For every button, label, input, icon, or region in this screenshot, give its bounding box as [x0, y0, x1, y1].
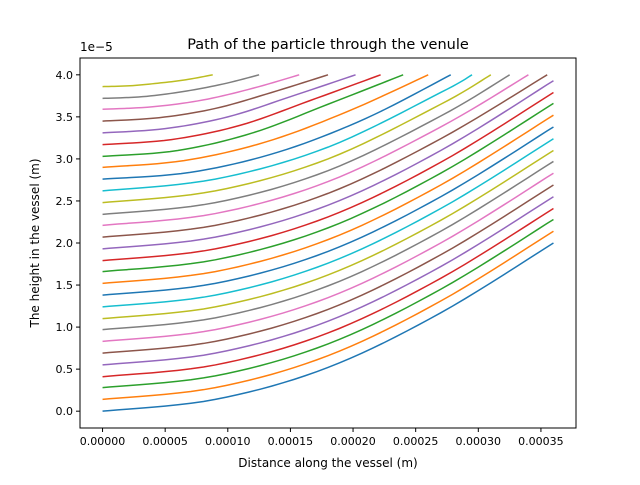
y-tick-label-6: 3.0 [56, 153, 74, 166]
series-line-1 [102, 242, 554, 412]
series-line-22 [102, 74, 429, 169]
series-line-23 [102, 74, 404, 158]
y-tick-label-0: 0.0 [56, 405, 74, 418]
y-tick-label-5: 2.5 [56, 195, 74, 208]
series-line-2 [102, 230, 554, 401]
x-tick-label-0: 0.00000 [80, 435, 126, 448]
series-line-29 [102, 74, 213, 88]
x-tick-label-6: 0.00030 [456, 435, 502, 448]
y-tick-label-7: 3.5 [56, 111, 74, 124]
series-line-24 [102, 74, 381, 146]
y-tick-label-1: 0.5 [56, 363, 74, 376]
series-line-21 [102, 74, 452, 180]
y-tick-label-2: 1.0 [56, 321, 74, 334]
y-offset-label: 1e−5 [80, 40, 113, 54]
x-tick-label-5: 0.00025 [393, 435, 439, 448]
y-tick-label-3: 1.5 [56, 279, 74, 292]
y-tick-label-4: 2.0 [56, 237, 74, 250]
series-line-15 [102, 80, 554, 250]
series-line-7 [102, 172, 554, 343]
series-line-18 [102, 74, 511, 216]
series-line-6 [102, 184, 554, 354]
x-axis-label: Distance along the vessel (m) [238, 456, 417, 470]
series-line-8 [102, 160, 554, 331]
series-line-17 [102, 74, 529, 227]
y-tick-label-8: 4.0 [56, 69, 74, 82]
series-line-4 [102, 207, 554, 378]
x-tick-label-2: 0.00010 [205, 435, 251, 448]
x-tick-label-3: 0.00015 [268, 435, 314, 448]
series-line-25 [102, 74, 356, 134]
series-line-14 [102, 91, 554, 262]
x-tick-label-7: 0.00035 [518, 435, 564, 448]
series-line-16 [102, 74, 548, 238]
series-line-9 [102, 149, 554, 320]
series-line-10 [102, 138, 554, 308]
chart-title: Path of the particle through the venule [187, 37, 469, 53]
series-line-28 [102, 74, 260, 100]
series-line-26 [102, 74, 329, 122]
series-line-20 [102, 74, 473, 192]
x-tick-label-1: 0.00005 [142, 435, 188, 448]
series-line-27 [102, 74, 300, 111]
series-line-13 [102, 102, 554, 273]
y-axis: 0.0 0.5 1.0 1.5 2.0 2.5 3.0 3.5 4.0 [56, 69, 80, 418]
series-line-11 [102, 126, 554, 296]
series-line-12 [102, 114, 554, 285]
x-tick-label-4: 0.00020 [330, 435, 376, 448]
x-axis: 0.00000 0.00005 0.00010 0.00015 0.00020 0.000… [80, 428, 564, 448]
y-axis-label: The height in the vessel (m) [28, 158, 42, 328]
series-line-3 [102, 218, 554, 389]
series-layer [102, 74, 554, 412]
series-line-19 [102, 74, 492, 204]
series-line-5 [102, 196, 554, 366]
